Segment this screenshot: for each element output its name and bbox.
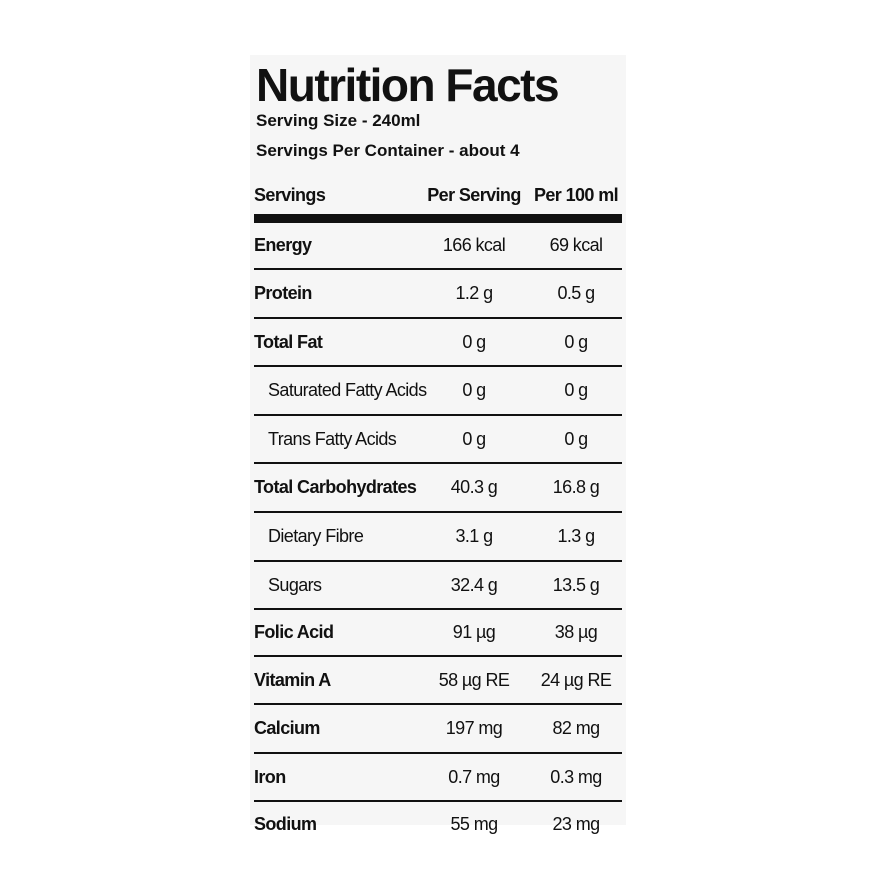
per-100ml-value: 0.3 mg xyxy=(550,766,602,787)
table-row: Total Carbohydrates 40.3 g 16.8 g xyxy=(254,464,622,513)
per-100ml-value: 13.5 g xyxy=(552,574,600,595)
nutrient-name: Sugars xyxy=(268,574,322,595)
nutrient-name: Calcium xyxy=(254,718,320,738)
per-100ml-value: 0 g xyxy=(564,428,588,449)
per-serving-value: 3.1 g xyxy=(455,526,493,546)
per-serving-value: 0.7 mg xyxy=(448,766,500,787)
per-serving-value: 0 g xyxy=(462,331,486,352)
per-100ml-value: 82 mg xyxy=(552,718,600,738)
per-serving-value: 197 mg xyxy=(445,718,503,738)
servings-per-container: Servings Per Container - about 4 xyxy=(256,141,520,160)
per-100ml-value: 23 mg xyxy=(552,813,600,834)
table-row: Calcium 197 mg 82 mg xyxy=(254,705,622,754)
per-100ml-value: 0 g xyxy=(564,331,588,352)
per-100ml-value: 24 µg RE xyxy=(540,669,612,690)
nutrition-table-header: Servings Per Serving Per 100 ml xyxy=(254,176,622,223)
table-row: Vitamin A 58 µg RE 24 µg RE xyxy=(254,657,622,705)
table-row: Sugars 32.4 g 13.5 g xyxy=(254,562,622,610)
per-100ml-value: 0 g xyxy=(564,380,588,400)
table-row: Dietary Fibre 3.1 g 1.3 g xyxy=(254,513,622,562)
nutrition-table-body: Energy 166 kcal 69 kcal Protein 1.2 g 0.5 g To… xyxy=(254,223,622,846)
per-serving-value: 55 mg xyxy=(450,813,498,834)
per-serving-value: 40.3 g xyxy=(450,477,498,497)
per-serving-value: 1.2 g xyxy=(455,283,493,303)
table-row: Total Fat 0 g 0 g xyxy=(254,319,622,367)
serving-size: Serving Size - 240ml xyxy=(256,111,421,130)
per-serving-value: 32.4 g xyxy=(450,574,498,595)
nutrient-name: Sodium xyxy=(254,813,317,834)
nutrient-name: Total Carbohydrates xyxy=(254,477,417,497)
nutrient-name: Protein xyxy=(254,283,312,303)
label-title: Nutrition Facts xyxy=(256,59,560,111)
nutrient-name: Dietary Fibre xyxy=(268,526,364,546)
table-row: Trans Fatty Acids 0 g 0 g xyxy=(254,416,622,464)
per-100ml-value: 16.8 g xyxy=(552,477,600,497)
header-per-serving: Per Serving xyxy=(427,184,521,205)
nutrient-name: Trans Fatty Acids xyxy=(268,428,397,449)
nutrient-name: Energy xyxy=(254,235,312,255)
nutrient-name: Saturated Fatty Acids xyxy=(268,380,427,400)
table-row: Sodium 55 mg 23 mg xyxy=(254,802,622,846)
nutrient-name: Iron xyxy=(254,766,286,787)
header-servings: Servings xyxy=(254,184,326,205)
per-serving-value: 91 µg xyxy=(452,622,496,642)
table-row: Saturated Fatty Acids 0 g 0 g xyxy=(254,367,622,416)
per-serving-value: 58 µg RE xyxy=(438,669,510,690)
table-row: Protein 1.2 g 0.5 g xyxy=(254,270,622,319)
nutrient-name: Folic Acid xyxy=(254,622,334,642)
per-100ml-value: 1.3 g xyxy=(557,526,595,546)
per-serving-value: 0 g xyxy=(462,380,486,400)
table-row: Energy 166 kcal 69 kcal xyxy=(254,223,622,270)
per-serving-value: 166 kcal xyxy=(442,235,506,255)
header-per-100ml: Per 100 ml xyxy=(533,184,619,205)
nutrient-name: Total Fat xyxy=(254,331,323,352)
table-row: Iron 0.7 mg 0.3 mg xyxy=(254,754,622,802)
per-serving-value: 0 g xyxy=(462,428,486,449)
per-100ml-value: 69 kcal xyxy=(549,235,603,255)
nutrition-table: Servings Per Serving Per 100 ml Energy 16… xyxy=(254,176,622,846)
nutrition-label-panel xyxy=(250,55,626,825)
per-100ml-value: 0.5 g xyxy=(557,283,595,303)
nutrient-name: Vitamin A xyxy=(254,669,331,690)
per-100ml-value: 38 µg xyxy=(554,622,598,642)
table-row: Folic Acid 91 µg 38 µg xyxy=(254,610,622,657)
